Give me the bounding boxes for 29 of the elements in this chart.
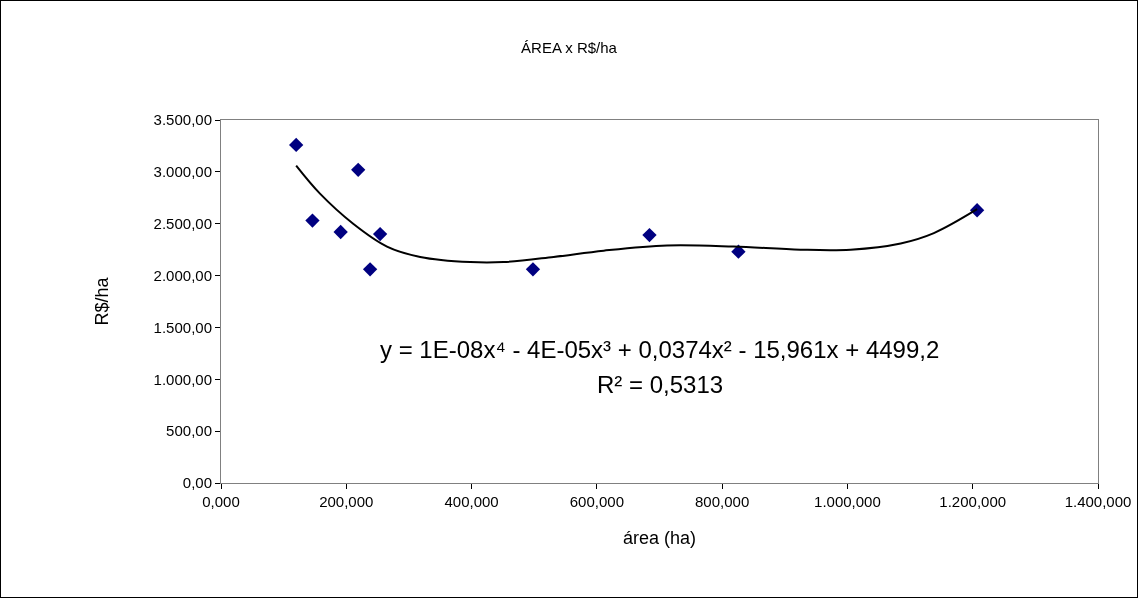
x-tick-label: 1.400,000 — [1064, 493, 1132, 510]
x-tick-label: 1.000,000 — [814, 493, 881, 510]
point — [333, 224, 348, 240]
x-tick-label: 0,000 — [202, 493, 240, 510]
annotation: y = 1E-08x⁴ - 4E-05x³ + 0,0374x² - 15,961x + 4499,2 — [380, 336, 940, 363]
point — [289, 137, 304, 153]
y-tick-label: 3.000,00 — [153, 163, 212, 181]
x-tick-label: 400,000 — [444, 493, 499, 510]
y-tick-label: 0,00 — [182, 474, 212, 492]
x-tick-label: 200,000 — [319, 493, 374, 510]
y-tick-label: 2.000,00 — [153, 266, 212, 284]
x-tick-label: 800,000 — [695, 493, 750, 510]
point — [372, 226, 388, 242]
y-tick-label: 500,00 — [166, 422, 212, 440]
y-axis-title: R$/ha — [91, 276, 112, 326]
point — [642, 227, 657, 243]
x-axis-title: área (ha) — [622, 528, 697, 549]
annotation: R² = 0,5313 — [597, 371, 724, 398]
chart-title: ÁREA x R$/ha — [521, 39, 618, 57]
y-tick-label: 2.500,00 — [153, 214, 212, 232]
y-tick-label: 1.000,00 — [153, 370, 212, 388]
point — [305, 213, 320, 228]
x-tick-label: 600,000 — [569, 493, 624, 510]
y-tick-label: 3.500,00 — [153, 111, 212, 129]
point — [525, 262, 541, 277]
y-tick-label: 1.500,00 — [153, 318, 212, 336]
point — [362, 262, 378, 277]
x-tick-label: 1.200,000 — [939, 493, 1007, 510]
point — [351, 162, 366, 177]
